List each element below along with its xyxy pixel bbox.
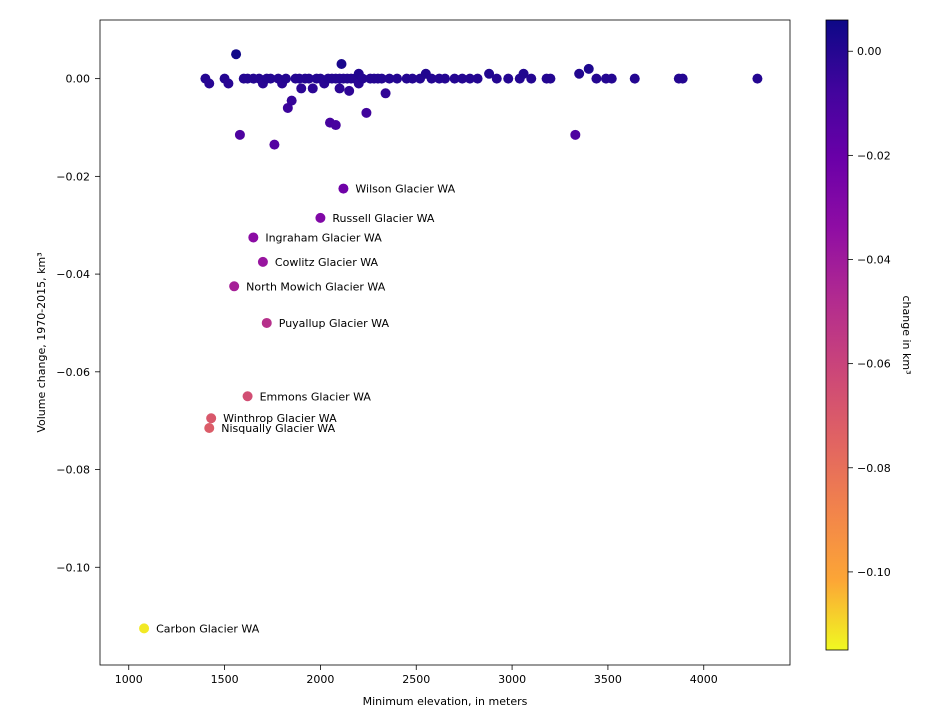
scatter-point (570, 130, 580, 140)
scatter-point-labeled (258, 257, 268, 267)
scatter-point (335, 83, 345, 93)
scatter-point (545, 74, 555, 84)
x-tick-label: 3500 (594, 673, 622, 686)
x-tick-label: 1500 (211, 673, 239, 686)
colorbar-tick-label: −0.04 (857, 254, 891, 267)
scatter-point (361, 108, 371, 118)
scatter-point-labeled (315, 213, 325, 223)
y-tick-label: −0.04 (56, 268, 90, 281)
chart-container: 1000 1500 2000 2500 3000 3500 4000 Minimum elev… (0, 0, 936, 717)
scatter-point (526, 74, 536, 84)
colorbar-tick-label: 0.00 (857, 45, 882, 58)
scatter-point (308, 83, 318, 93)
point-label: Puyallup Glacier WA (279, 317, 390, 330)
scatter-point (492, 74, 502, 84)
x-tick-label: 2000 (306, 673, 334, 686)
scatter-point (231, 49, 241, 59)
scatter-point (296, 83, 306, 93)
scatter-point (381, 88, 391, 98)
colorbar-tick-label: −0.02 (857, 149, 891, 162)
scatter-point (440, 74, 450, 84)
x-tick-label: 1000 (115, 673, 143, 686)
point-label: North Mowich Glacier WA (246, 280, 386, 293)
y-axis-label: Volume change, 1970-2015, km³ (35, 252, 48, 432)
scatter-point (591, 74, 601, 84)
scatter-point (331, 120, 341, 130)
scatter-point-labeled (243, 391, 253, 401)
scatter-point (584, 64, 594, 74)
point-label: Carbon Glacier WA (156, 622, 260, 635)
y-tick-label: −0.06 (56, 366, 90, 379)
scatter-point (503, 74, 513, 84)
point-label: Cowlitz Glacier WA (275, 256, 379, 269)
x-tick-label: 2500 (402, 673, 430, 686)
plot-frame (100, 20, 790, 665)
x-tick-label: 3000 (498, 673, 526, 686)
scatter-point (752, 74, 762, 84)
colorbar-tick-label: −0.08 (857, 462, 891, 475)
x-axis-label: Minimum elevation, in meters (363, 695, 528, 708)
point-label: Ingraham Glacier WA (265, 231, 382, 244)
scatter-point-labeled (204, 423, 214, 433)
scatter-point-labeled (206, 413, 216, 423)
x-tick-label: 4000 (690, 673, 718, 686)
scatter-point (287, 96, 297, 106)
scatter-point (281, 74, 291, 84)
scatter-point (607, 74, 617, 84)
y-tick-label: −0.10 (56, 561, 90, 574)
point-label: Emmons Glacier WA (260, 390, 372, 403)
colorbar-tick-label: −0.10 (857, 566, 891, 579)
scatter-point-labeled (248, 232, 258, 242)
y-tick-label: −0.08 (56, 464, 90, 477)
scatter-point (269, 140, 279, 150)
y-tick-label: 0.00 (66, 73, 91, 86)
scatter-point (344, 86, 354, 96)
scatter-point (473, 74, 483, 84)
scatter-point (678, 74, 688, 84)
point-label: Russell Glacier WA (332, 212, 434, 225)
scatter-point-labeled (262, 318, 272, 328)
scatter-point (204, 79, 214, 89)
colorbar-tick-label: −0.06 (857, 358, 891, 371)
scatter-point (630, 74, 640, 84)
scatter-point (574, 69, 584, 79)
scatter-point (337, 59, 347, 69)
y-tick-label: −0.02 (56, 170, 90, 183)
scatter-point-labeled (139, 623, 149, 633)
point-label: Wilson Glacier WA (355, 183, 455, 196)
scatter-point (235, 130, 245, 140)
scatter-point-labeled (338, 184, 348, 194)
colorbar (826, 20, 848, 650)
colorbar-label: change in km³ (900, 296, 913, 375)
scatter-chart: 1000 1500 2000 2500 3000 3500 4000 Minimum elev… (0, 0, 936, 717)
scatter-point (223, 79, 233, 89)
scatter-point (392, 74, 402, 84)
point-label: Nisqually Glacier WA (221, 422, 335, 435)
scatter-point-labeled (229, 281, 239, 291)
